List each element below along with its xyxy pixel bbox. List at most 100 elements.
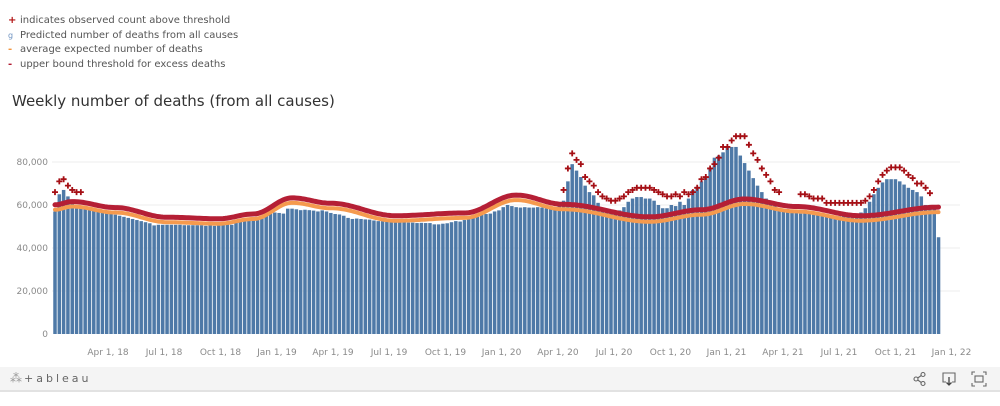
bar[interactable] — [497, 210, 501, 334]
observed-plus-marker[interactable] — [922, 184, 929, 191]
bar[interactable] — [553, 208, 557, 334]
bar[interactable] — [936, 237, 941, 334]
observed-plus-marker[interactable] — [646, 184, 653, 191]
bar[interactable] — [217, 225, 221, 334]
observed-plus-marker[interactable] — [586, 178, 593, 185]
bar[interactable] — [238, 221, 243, 334]
bar[interactable] — [841, 215, 846, 334]
bar[interactable] — [803, 212, 807, 334]
bar[interactable] — [738, 155, 743, 334]
bar[interactable] — [781, 209, 786, 334]
bar[interactable] — [734, 146, 738, 334]
observed-plus-marker[interactable] — [926, 190, 933, 197]
observed-plus-marker[interactable] — [560, 186, 567, 193]
bar[interactable] — [760, 192, 764, 334]
bar[interactable] — [773, 206, 777, 334]
bar[interactable] — [311, 210, 316, 334]
bar[interactable] — [648, 198, 652, 334]
bar[interactable] — [829, 215, 833, 334]
observed-plus-marker[interactable] — [612, 197, 619, 204]
bar[interactable] — [768, 201, 773, 334]
bar[interactable] — [691, 189, 695, 334]
bar[interactable] — [488, 213, 493, 334]
observed-plus-marker[interactable] — [668, 193, 675, 200]
bar[interactable] — [514, 207, 518, 334]
bar[interactable] — [501, 207, 505, 334]
bar[interactable] — [898, 181, 902, 334]
bar[interactable] — [682, 205, 687, 334]
bar[interactable] — [906, 187, 911, 334]
bar[interactable] — [92, 209, 96, 334]
observed-plus-marker[interactable] — [685, 191, 692, 198]
observed-plus-marker[interactable] — [879, 171, 886, 178]
bar[interactable] — [432, 224, 437, 334]
observed-plus-marker[interactable] — [620, 193, 627, 200]
observed-plus-marker[interactable] — [655, 189, 662, 196]
bar[interactable] — [527, 207, 531, 334]
bar[interactable] — [385, 221, 389, 334]
observed-plus-marker[interactable] — [629, 186, 636, 193]
bar[interactable] — [535, 207, 540, 334]
observed-plus-marker[interactable] — [896, 164, 903, 171]
bar[interactable] — [161, 224, 165, 334]
observed-plus-marker[interactable] — [862, 197, 869, 204]
observed-plus-marker[interactable] — [728, 137, 735, 144]
bar[interactable] — [574, 170, 579, 334]
bar[interactable] — [199, 225, 204, 334]
bar[interactable] — [725, 146, 730, 334]
bar[interactable] — [260, 215, 264, 334]
bar[interactable] — [298, 210, 303, 334]
bar[interactable] — [316, 211, 320, 334]
observed-plus-marker[interactable] — [819, 195, 826, 202]
bar[interactable] — [104, 212, 109, 334]
bar[interactable] — [359, 218, 363, 334]
bar[interactable] — [389, 221, 393, 334]
observed-plus-marker[interactable] — [672, 191, 679, 198]
bar[interactable] — [678, 201, 682, 334]
bar[interactable] — [889, 179, 893, 334]
bar[interactable] — [923, 205, 928, 334]
bar[interactable] — [186, 225, 191, 334]
bar[interactable] — [807, 213, 812, 334]
bar[interactable] — [635, 197, 639, 334]
bar[interactable] — [712, 157, 717, 334]
observed-plus-marker[interactable] — [60, 176, 67, 183]
bar[interactable] — [587, 192, 592, 334]
observed-plus-marker[interactable] — [724, 143, 731, 150]
observed-plus-marker[interactable] — [590, 182, 597, 189]
bar[interactable] — [268, 213, 273, 334]
bar[interactable] — [320, 210, 324, 334]
bar[interactable] — [255, 216, 260, 334]
bar[interactable] — [122, 216, 126, 334]
observed-plus-marker[interactable] — [866, 193, 873, 200]
bar[interactable] — [656, 205, 661, 334]
bar[interactable] — [867, 201, 872, 334]
observed-plus-marker[interactable] — [595, 189, 602, 196]
bar[interactable] — [454, 221, 458, 334]
bar[interactable] — [143, 222, 148, 334]
observed-plus-marker[interactable] — [676, 193, 683, 200]
observed-plus-marker[interactable] — [64, 182, 71, 189]
bar[interactable] — [859, 212, 863, 334]
bar[interactable] — [290, 208, 294, 334]
bar[interactable] — [165, 224, 169, 334]
bar[interactable] — [303, 209, 307, 334]
observed-plus-marker[interactable] — [681, 189, 688, 196]
expected-deaths-line[interactable] — [53, 198, 941, 226]
bar[interactable] — [673, 206, 678, 334]
observed-plus-marker[interactable] — [758, 165, 765, 172]
bar[interactable] — [518, 207, 523, 334]
bar[interactable] — [910, 189, 915, 334]
download-icon[interactable] — [941, 371, 957, 387]
bar[interactable] — [669, 205, 674, 334]
bar[interactable] — [704, 177, 708, 334]
observed-plus-marker[interactable] — [69, 186, 76, 193]
bar[interactable] — [96, 210, 100, 334]
bar[interactable] — [462, 220, 467, 334]
bar[interactable] — [281, 213, 286, 334]
bar[interactable] — [277, 212, 281, 334]
bar[interactable] — [475, 216, 480, 334]
bar[interactable] — [130, 218, 135, 334]
bar[interactable] — [87, 208, 92, 334]
